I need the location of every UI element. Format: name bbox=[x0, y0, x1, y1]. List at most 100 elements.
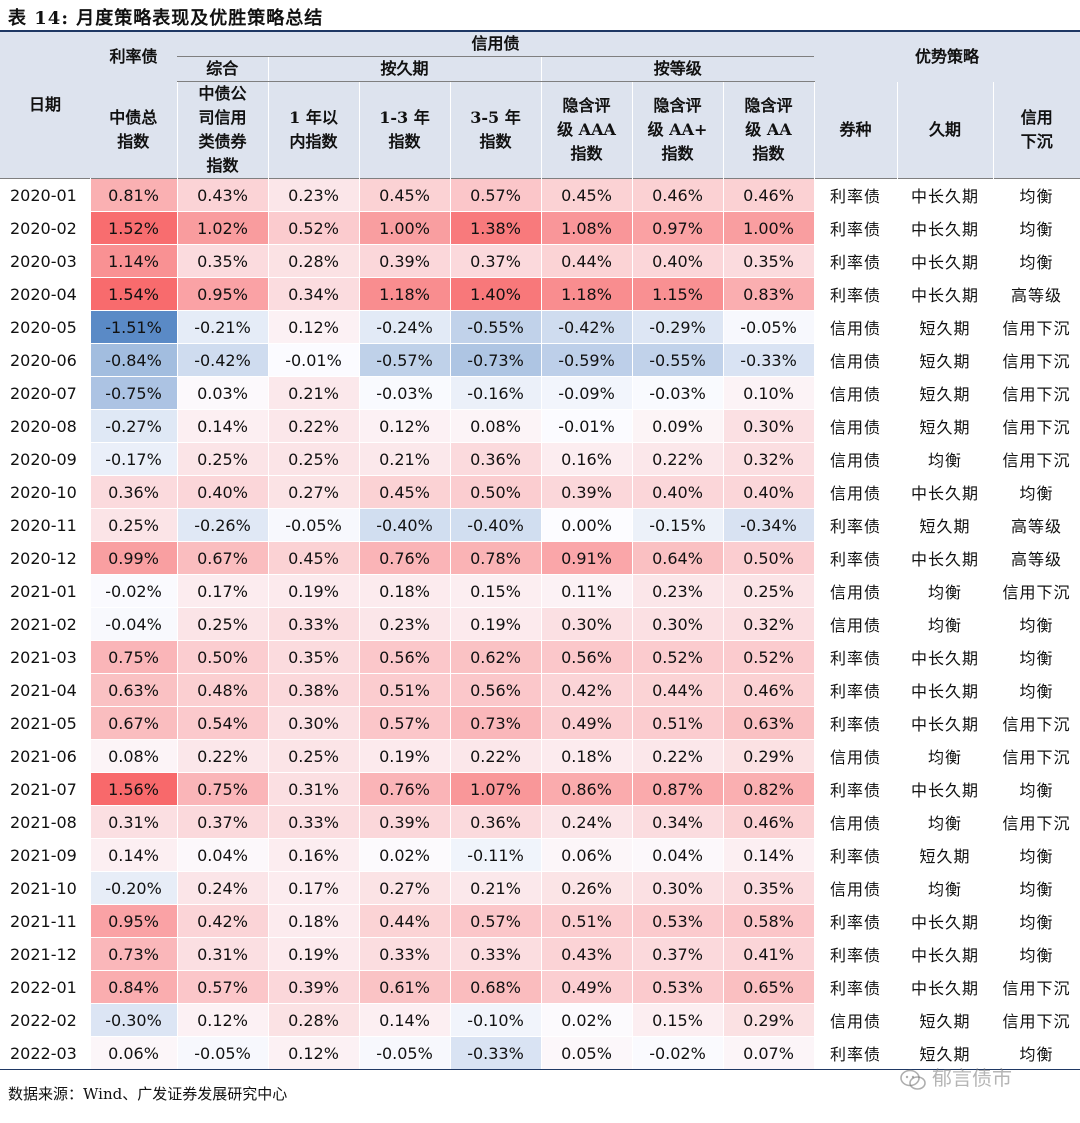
row-date: 2021-02 bbox=[0, 607, 91, 641]
strategy-cell: 信用债 bbox=[814, 310, 898, 344]
value-cell: 0.30% bbox=[723, 409, 815, 443]
strategy-cell: 均衡 bbox=[993, 673, 1080, 707]
strategy-cell: 信用下沉 bbox=[993, 376, 1080, 410]
value-cell: 0.46% bbox=[632, 178, 724, 212]
value-cell: -0.59% bbox=[541, 343, 633, 377]
value-cell: 0.26% bbox=[541, 871, 633, 905]
value-cell: 0.52% bbox=[723, 640, 815, 674]
value-cell: 0.40% bbox=[632, 475, 724, 509]
row-date: 2020-09 bbox=[0, 442, 91, 476]
value-cell: 0.12% bbox=[268, 1036, 360, 1070]
table-row: 2020-04 1.54% 0.95% 0.34% 1.18% 1.40% 1.18% 1.1… bbox=[0, 277, 1080, 311]
table-row: 2021-09 0.14% 0.04% 0.16% 0.02% -0.11% 0.06% 0.… bbox=[0, 838, 1080, 872]
value-cell: -0.33% bbox=[723, 343, 815, 377]
value-cell: 0.76% bbox=[359, 541, 451, 575]
value-cell: 0.30% bbox=[541, 607, 633, 641]
value-cell: -0.73% bbox=[450, 343, 542, 377]
strategy-cell: 利率债 bbox=[814, 541, 898, 575]
strategy-cell: 短久期 bbox=[897, 376, 994, 410]
strategy-cell: 均衡 bbox=[993, 904, 1080, 938]
strategy-cell: 短久期 bbox=[897, 409, 994, 443]
strategy-cell: 信用债 bbox=[814, 805, 898, 839]
value-cell: 0.62% bbox=[450, 640, 542, 674]
strategy-cell: 信用下沉 bbox=[993, 442, 1080, 476]
column-header: 信用 下沉 bbox=[992, 81, 1080, 179]
strategy-cell: 中长久期 bbox=[897, 772, 994, 806]
strategy-cell: 高等级 bbox=[993, 541, 1080, 575]
value-cell: 0.63% bbox=[723, 706, 815, 740]
value-cell: 0.30% bbox=[268, 706, 360, 740]
value-cell: 0.37% bbox=[450, 244, 542, 278]
value-cell: -0.20% bbox=[90, 871, 178, 905]
value-cell: 0.45% bbox=[359, 178, 451, 212]
title-rule bbox=[0, 30, 1080, 32]
value-cell: 0.12% bbox=[268, 310, 360, 344]
strategy-cell: 均衡 bbox=[993, 1036, 1080, 1070]
value-cell: 0.25% bbox=[90, 508, 178, 542]
table-row: 2020-05 -1.51% -0.21% 0.12% -0.24% -0.55% -0.4… bbox=[0, 310, 1080, 344]
table-row: 2022-01 0.84% 0.57% 0.39% 0.61% 0.68% 0.49% 0.5… bbox=[0, 970, 1080, 1004]
strategy-cell: 信用下沉 bbox=[993, 970, 1080, 1004]
value-cell: 1.00% bbox=[723, 211, 815, 245]
table-row: 2022-03 0.06% -0.05% 0.12% -0.05% -0.33% 0.05%… bbox=[0, 1036, 1080, 1070]
strategy-cell: 信用债 bbox=[814, 1003, 898, 1037]
header-by-duration: 按久期 bbox=[267, 56, 541, 82]
value-cell: 0.50% bbox=[450, 475, 542, 509]
value-cell: 0.49% bbox=[541, 706, 633, 740]
value-cell: 0.14% bbox=[723, 838, 815, 872]
value-cell: 0.17% bbox=[177, 574, 269, 608]
value-cell: -0.01% bbox=[268, 343, 360, 377]
row-date: 2022-01 bbox=[0, 970, 91, 1004]
value-cell: 0.99% bbox=[90, 541, 178, 575]
value-cell: 0.68% bbox=[450, 970, 542, 1004]
row-date: 2021-07 bbox=[0, 772, 91, 806]
row-date: 2020-08 bbox=[0, 409, 91, 443]
table-row: 2020-02 1.52% 1.02% 0.52% 1.00% 1.38% 1.08% 0.9… bbox=[0, 211, 1080, 245]
value-cell: -0.55% bbox=[632, 343, 724, 377]
row-date: 2020-05 bbox=[0, 310, 91, 344]
column-header: 中债总 指数 bbox=[90, 81, 177, 179]
value-cell: 0.46% bbox=[723, 178, 815, 212]
wechat-icon bbox=[900, 1069, 926, 1090]
value-cell: 0.35% bbox=[177, 244, 269, 278]
value-cell: 0.18% bbox=[268, 904, 360, 938]
value-cell: 0.29% bbox=[723, 739, 815, 773]
value-cell: 0.44% bbox=[632, 673, 724, 707]
value-cell: 0.36% bbox=[90, 475, 178, 509]
value-cell: -0.05% bbox=[359, 1036, 451, 1070]
strategy-cell: 短久期 bbox=[897, 508, 994, 542]
value-cell: 1.52% bbox=[90, 211, 178, 245]
value-cell: 0.30% bbox=[632, 871, 724, 905]
row-date: 2020-06 bbox=[0, 343, 91, 377]
value-cell: 0.35% bbox=[723, 244, 815, 278]
value-cell: 0.67% bbox=[90, 706, 178, 740]
value-cell: 0.25% bbox=[268, 739, 360, 773]
value-cell: 0.95% bbox=[177, 277, 269, 311]
value-cell: 0.52% bbox=[268, 211, 360, 245]
value-cell: 0.51% bbox=[632, 706, 724, 740]
column-header: 1-3 年指数 bbox=[358, 81, 450, 179]
strategy-cell: 信用债 bbox=[814, 409, 898, 443]
column-header: 1 年以 内指数 bbox=[267, 81, 359, 179]
value-cell: 0.12% bbox=[177, 1003, 269, 1037]
value-cell: 0.21% bbox=[450, 871, 542, 905]
value-cell: 0.31% bbox=[268, 772, 360, 806]
value-cell: 0.32% bbox=[723, 442, 815, 476]
value-cell: 0.36% bbox=[450, 805, 542, 839]
table-row: 2020-06 -0.84% -0.42% -0.01% -0.57% -0.73% -0.… bbox=[0, 343, 1080, 377]
value-cell: 0.45% bbox=[541, 178, 633, 212]
table-row: 2021-06 0.08% 0.22% 0.25% 0.19% 0.22% 0.18% 0.2… bbox=[0, 739, 1080, 773]
strategy-cell: 中长久期 bbox=[897, 640, 994, 674]
strategy-cell: 利率债 bbox=[814, 970, 898, 1004]
value-cell: 1.00% bbox=[359, 211, 451, 245]
strategy-cell: 短久期 bbox=[897, 310, 994, 344]
value-cell: 0.50% bbox=[723, 541, 815, 575]
value-cell: 0.33% bbox=[359, 937, 451, 971]
strategy-cell: 均衡 bbox=[993, 838, 1080, 872]
strategy-cell: 均衡 bbox=[897, 739, 994, 773]
value-cell: 0.28% bbox=[268, 1003, 360, 1037]
strategy-cell: 利率债 bbox=[814, 904, 898, 938]
value-cell: 0.25% bbox=[723, 574, 815, 608]
strategy-cell: 均衡 bbox=[993, 871, 1080, 905]
value-cell: 0.16% bbox=[541, 442, 633, 476]
